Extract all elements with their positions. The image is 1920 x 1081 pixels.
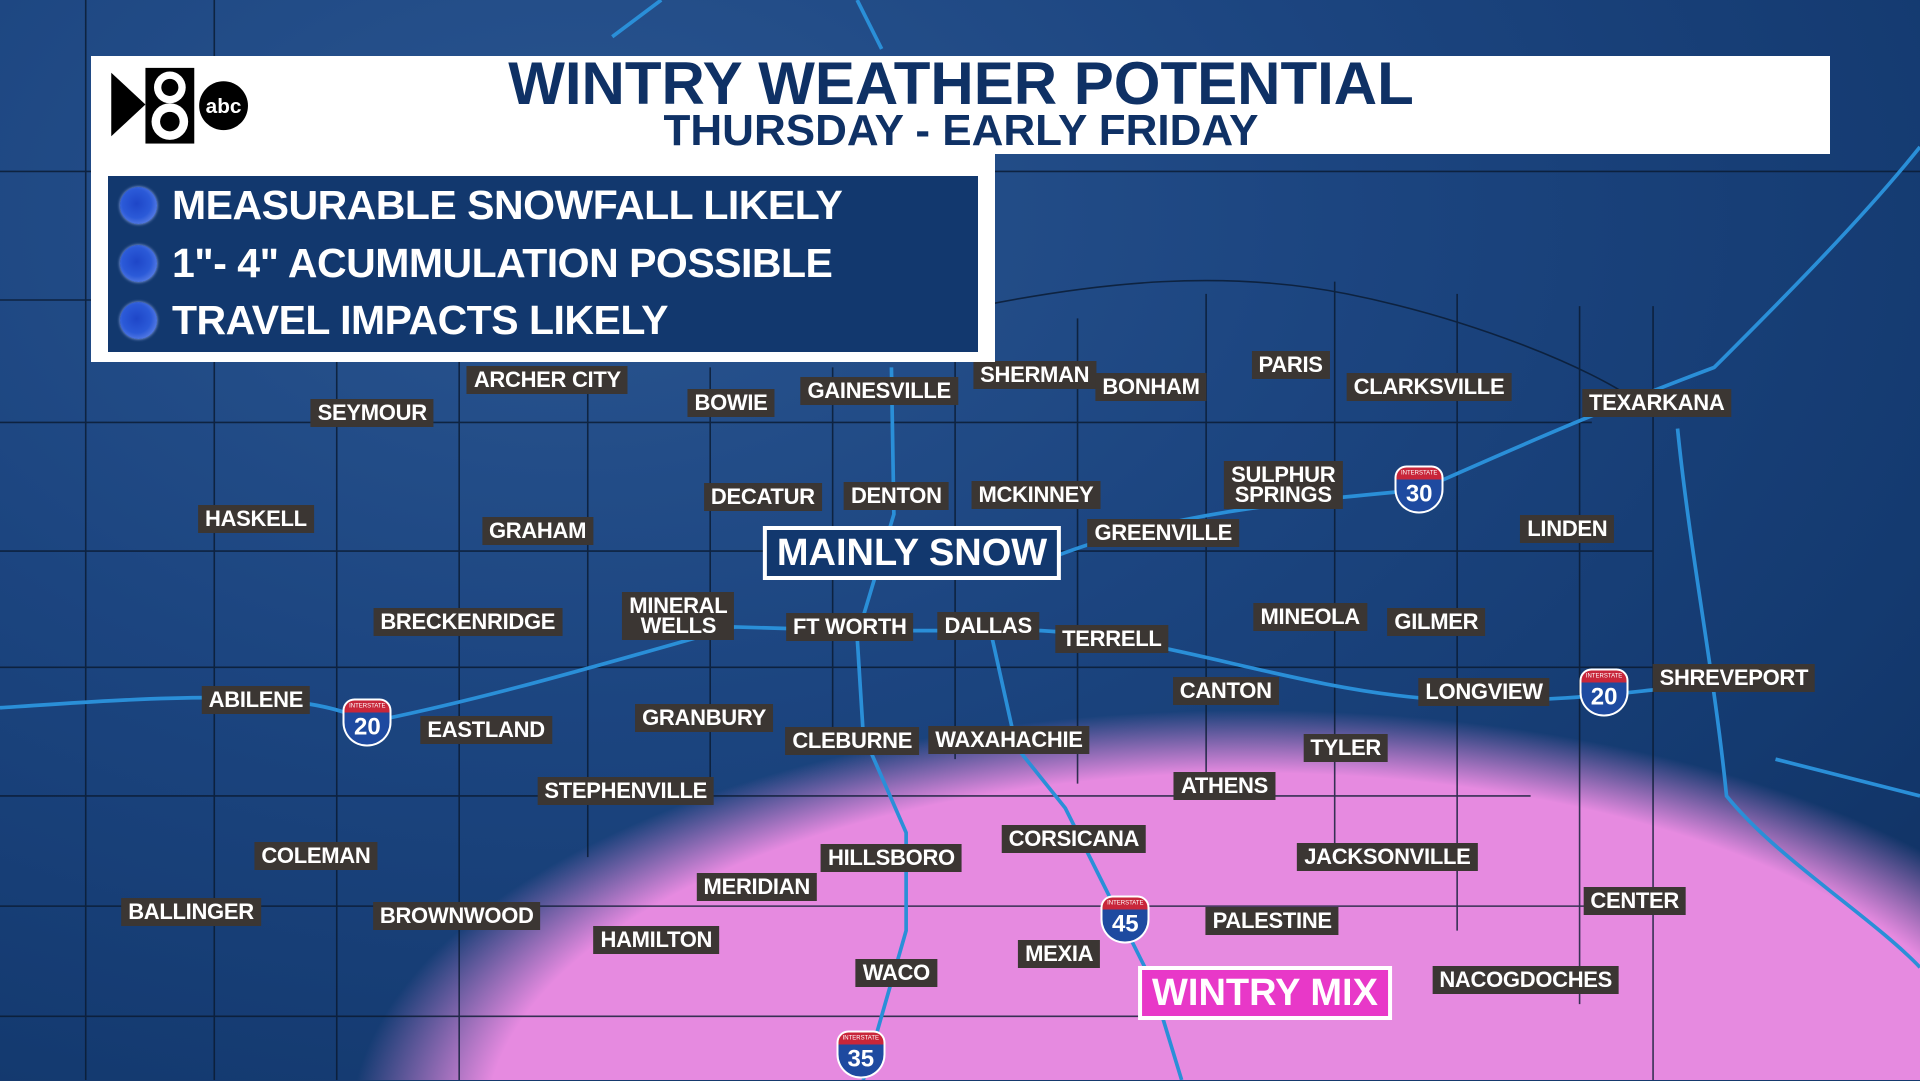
blue-dot-icon bbox=[120, 245, 157, 282]
city-label: GAINESVILLE bbox=[800, 376, 958, 405]
city-label: BALLINGER bbox=[121, 898, 261, 927]
city-label: CENTER bbox=[1583, 887, 1687, 916]
city-label: GREENVILLE bbox=[1087, 518, 1240, 547]
city-label: BOWIE bbox=[687, 388, 775, 417]
city-label: DENTON bbox=[843, 481, 949, 510]
city-label: DECATUR bbox=[703, 483, 822, 512]
title-banner: abc WINTRY WEATHER POTENTIAL THURSDAY - … bbox=[91, 50, 1830, 155]
city-label: STEPHENVILLE bbox=[537, 777, 715, 806]
city-label: WAXAHACHIE bbox=[928, 725, 1090, 754]
svg-text:abc: abc bbox=[206, 95, 242, 118]
city-label: MINERAL WELLS bbox=[622, 591, 735, 640]
city-label: NACOGDOCHES bbox=[1432, 965, 1620, 994]
city-label: SEYMOUR bbox=[310, 398, 434, 427]
info-panel: MEASURABLE SNOWFALL LIKELY 1"- 4" ACUMMU… bbox=[91, 154, 995, 362]
city-label: COLEMAN bbox=[254, 841, 378, 870]
interstate-number: 35 bbox=[836, 1044, 886, 1078]
city-label: TEXARKANA bbox=[1582, 388, 1732, 417]
interstate-number: 20 bbox=[1579, 682, 1629, 717]
interstate-label: INTERSTATE bbox=[1579, 668, 1629, 683]
city-label: EASTLAND bbox=[420, 715, 552, 744]
city-label: PALESTINE bbox=[1205, 906, 1339, 935]
interstate-label: INTERSTATE bbox=[836, 1030, 886, 1044]
city-label: SULPHUR SPRINGS bbox=[1224, 460, 1343, 509]
city-label: HILLSBORO bbox=[820, 844, 962, 873]
city-label: SHREVEPORT bbox=[1652, 664, 1816, 693]
city-label: HASKELL bbox=[198, 505, 314, 534]
city-label: TERRELL bbox=[1055, 625, 1169, 654]
city-label: HAMILTON bbox=[593, 926, 720, 955]
city-label: BONHAM bbox=[1095, 372, 1207, 401]
interstate-shield-icon: INTERSTATE 45 bbox=[1100, 895, 1150, 946]
city-label: PARIS bbox=[1251, 350, 1330, 379]
interstate-number: 30 bbox=[1394, 479, 1444, 514]
mainly-snow-label: MAINLY SNOW bbox=[762, 526, 1062, 580]
blue-dot-icon bbox=[120, 187, 157, 224]
channel-8-logo-icon: abc bbox=[111, 67, 248, 144]
page-subtitle: THURSDAY - EARLY FRIDAY bbox=[663, 106, 1259, 155]
interstate-shield-icon: INTERSTATE 30 bbox=[1394, 465, 1444, 517]
city-label: CLARKSVILLE bbox=[1346, 372, 1512, 401]
city-label: GRANBURY bbox=[635, 703, 774, 732]
city-label: ARCHER CITY bbox=[466, 365, 628, 394]
city-label: GILMER bbox=[1387, 608, 1486, 637]
city-label: LINDEN bbox=[1520, 514, 1615, 543]
interstate-number: 20 bbox=[342, 712, 392, 747]
city-label: WACO bbox=[855, 959, 937, 988]
city-label: CLEBURNE bbox=[785, 726, 920, 755]
city-label: SHERMAN bbox=[973, 360, 1097, 389]
city-label: LONGVIEW bbox=[1418, 677, 1550, 706]
city-label: GRAHAM bbox=[481, 517, 594, 546]
city-label: BRECKENRIDGE bbox=[373, 608, 563, 637]
interstate-shield-icon: INTERSTATE 20 bbox=[342, 698, 392, 749]
interstate-shield-icon: INTERSTATE 35 bbox=[836, 1030, 886, 1081]
interstate-label: INTERSTATE bbox=[1100, 895, 1150, 910]
city-label: ATHENS bbox=[1173, 772, 1275, 801]
wfaa-abc-logo: abc bbox=[111, 63, 258, 146]
city-label: BROWNWOOD bbox=[372, 901, 541, 930]
interstate-shield-icon: INTERSTATE 20 bbox=[1579, 668, 1629, 720]
city-label: ABILENE bbox=[201, 686, 311, 715]
wintry-mix-label: WINTRY MIX bbox=[1138, 966, 1392, 1020]
city-label: MINEOLA bbox=[1253, 603, 1367, 632]
interstate-label: INTERSTATE bbox=[1394, 465, 1444, 480]
city-label: CORSICANA bbox=[1001, 824, 1147, 853]
city-label: FT WORTH bbox=[785, 612, 914, 641]
bullet-item: MEASURABLE SNOWFALL LIKELY bbox=[120, 181, 843, 230]
page-title: WINTRY WEATHER POTENTIAL bbox=[508, 50, 1414, 117]
bullet-item: TRAVEL IMPACTS LIKELY bbox=[120, 296, 668, 345]
city-label: DALLAS bbox=[937, 611, 1039, 640]
interstate-label: INTERSTATE bbox=[342, 698, 392, 713]
city-label: MCKINNEY bbox=[971, 480, 1101, 509]
city-label: CANTON bbox=[1172, 676, 1279, 705]
city-label: TYLER bbox=[1303, 734, 1389, 763]
interstate-number: 45 bbox=[1100, 909, 1150, 944]
city-label: JACKSONVILLE bbox=[1297, 843, 1478, 872]
city-label: MEXIA bbox=[1018, 939, 1101, 968]
blue-dot-icon bbox=[120, 302, 157, 339]
city-label: MERIDIAN bbox=[696, 872, 817, 901]
bullet-item: 1"- 4" ACUMMULATION POSSIBLE bbox=[120, 239, 833, 288]
